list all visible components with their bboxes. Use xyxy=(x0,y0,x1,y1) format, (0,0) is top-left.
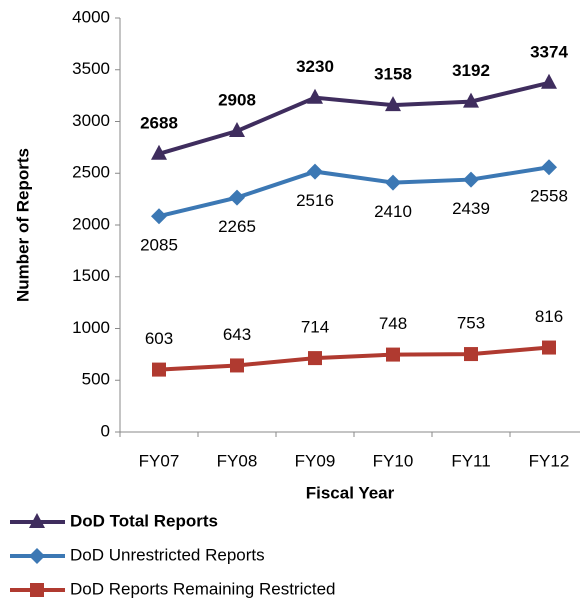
marker-diamond xyxy=(385,174,401,191)
marker-diamond xyxy=(463,171,479,188)
y-tick-label: 500 xyxy=(82,370,110,389)
data-label: 2439 xyxy=(452,199,490,218)
marker-triangle xyxy=(307,88,323,104)
x-axis-label: Fiscal Year xyxy=(306,483,395,502)
x-tick-label: FY08 xyxy=(217,451,258,470)
data-label: 2410 xyxy=(374,202,412,221)
data-label: 3192 xyxy=(452,61,490,80)
data-label: 643 xyxy=(223,325,251,344)
marker-diamond xyxy=(151,208,167,225)
data-label: 748 xyxy=(379,314,407,333)
marker-triangle xyxy=(385,96,401,112)
data-label: 714 xyxy=(301,318,329,337)
marker-square xyxy=(30,583,44,597)
data-label: 3230 xyxy=(296,57,334,76)
legend-label: DoD Total Reports xyxy=(70,511,218,530)
data-label: 2558 xyxy=(530,187,568,206)
marker-triangle xyxy=(29,513,45,528)
x-tick-label: FY10 xyxy=(373,451,414,470)
marker-triangle xyxy=(541,73,557,89)
y-axis-label: Number of Reports xyxy=(13,148,32,302)
marker-square xyxy=(542,340,556,355)
y-tick-label: 2500 xyxy=(72,163,110,182)
y-tick-label: 0 xyxy=(101,421,110,440)
data-label: 2908 xyxy=(218,91,256,110)
legend-label: DoD Unrestricted Reports xyxy=(70,545,265,564)
marker-triangle xyxy=(151,144,167,160)
y-tick-label: 3500 xyxy=(72,59,110,78)
y-tick-label: 2000 xyxy=(72,214,110,233)
y-tick-label: 3000 xyxy=(72,111,110,130)
x-tick-label: FY12 xyxy=(529,451,570,470)
marker-square xyxy=(152,362,166,377)
data-label: 2265 xyxy=(218,217,256,236)
marker-diamond xyxy=(307,163,323,180)
x-tick-label: FY09 xyxy=(295,451,336,470)
marker-triangle xyxy=(463,92,479,108)
marker-square xyxy=(464,347,478,362)
data-label: 3374 xyxy=(530,42,568,61)
data-label: 2688 xyxy=(140,113,178,132)
data-label: 2516 xyxy=(296,191,334,210)
data-label: 816 xyxy=(535,307,563,326)
data-label: 753 xyxy=(457,314,485,333)
marker-triangle xyxy=(229,122,245,138)
y-tick-label: 4000 xyxy=(72,7,110,26)
marker-diamond xyxy=(541,159,557,176)
marker-diamond xyxy=(29,548,45,564)
marker-square xyxy=(230,358,244,373)
series-line xyxy=(158,345,550,372)
data-label: 603 xyxy=(145,329,173,348)
y-tick-label: 1000 xyxy=(72,318,110,337)
marker-diamond xyxy=(229,189,245,206)
data-label: 3158 xyxy=(374,65,412,84)
x-tick-label: FY11 xyxy=(451,451,490,470)
marker-square xyxy=(308,351,322,366)
x-tick-label: FY07 xyxy=(139,451,180,470)
series-line xyxy=(158,165,550,219)
data-label: 2085 xyxy=(140,236,178,255)
marker-square xyxy=(386,347,400,362)
legend-label: DoD Reports Remaining Restricted xyxy=(70,579,336,598)
y-tick-label: 1500 xyxy=(72,266,110,285)
series-line xyxy=(158,80,550,156)
